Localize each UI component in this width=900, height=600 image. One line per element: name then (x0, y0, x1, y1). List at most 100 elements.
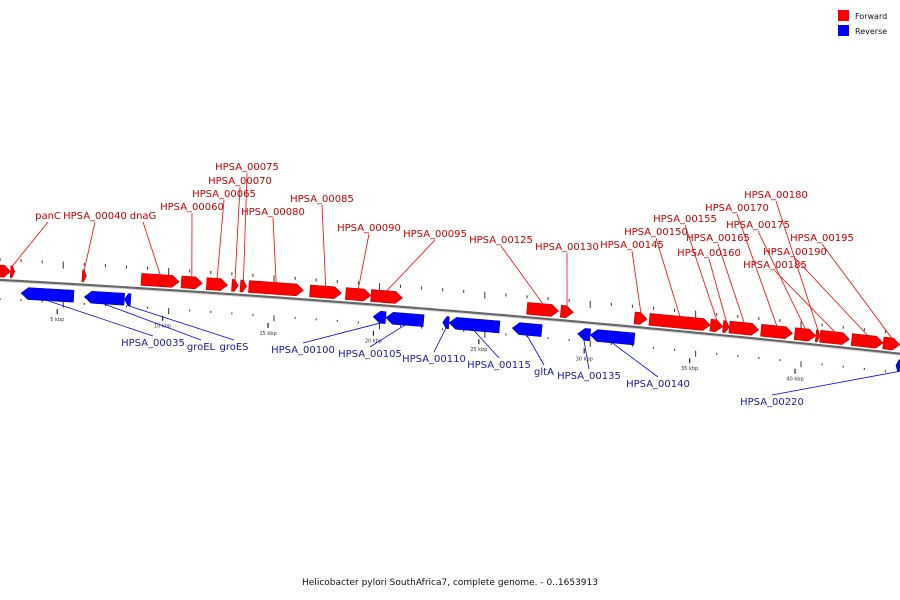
gene-arrow-unnamed[interactable] (0, 264, 11, 278)
gene-arrow-groel[interactable] (83, 291, 125, 306)
gene-arrow-hpsa_00060[interactable] (180, 275, 203, 290)
gene-label[interactable]: HPSA_00100 (271, 345, 335, 356)
gene-label[interactable]: HPSA_00110 (402, 354, 466, 365)
leader-line (369, 324, 405, 348)
gene-label[interactable]: HPSA_00040 (63, 211, 127, 222)
label-leader-lines (12, 172, 899, 396)
gene-arrow-groes[interactable] (124, 293, 132, 306)
gene-arrow-hpsa_00115[interactable] (448, 317, 501, 334)
gene-label[interactable]: HPSA_00070 (208, 176, 272, 187)
leader-line (708, 258, 727, 321)
gene-label[interactable]: HPSA_00140 (626, 379, 690, 390)
gene-label[interactable]: HPSA_00060 (160, 202, 224, 213)
gene-label[interactable]: HPSA_00195 (790, 233, 854, 244)
gene-label[interactable]: HPSA_00135 (557, 371, 621, 382)
gene-label[interactable]: HPSA_00090 (337, 223, 401, 234)
scale-ticks: 5 kbp 10 kbp 15 kbp 20 kbp 25 kbp 30 kbp 35 kb… (0, 258, 886, 383)
gene-arrow-hpsa_00180[interactable] (814, 329, 821, 343)
gene-label[interactable]: HPSA_00175 (726, 220, 790, 231)
gene-arrow-hpsa_00140[interactable] (589, 329, 636, 346)
gene-arrow-hpsa_00150[interactable] (648, 313, 711, 331)
gene-arrow-hpsa_00070[interactable] (231, 279, 239, 292)
gene-arrow-hpsa_00165[interactable] (728, 320, 760, 336)
gene-arrow-hpsa_00160[interactable] (722, 320, 730, 333)
gene-arrow-hpsa_00195[interactable] (882, 336, 900, 351)
gene-arrow-hpsa_00065[interactable] (205, 277, 229, 291)
gene-arrow-hpsa_00090[interactable] (345, 287, 372, 302)
gene-arrow-hpsa_00175[interactable] (793, 327, 817, 342)
gene-label[interactable]: HPSA_00115 (467, 360, 531, 371)
leader-line (736, 213, 778, 326)
gene-label[interactable]: HPSA_00075 (215, 162, 279, 173)
gene-features (0, 264, 900, 373)
leader-line (142, 221, 161, 275)
gene-label[interactable]: HPSA_00095 (403, 229, 467, 240)
gene-arrow-panc[interactable] (9, 265, 16, 278)
leader-line (500, 245, 544, 304)
gene-arrow-hpsa_00155[interactable] (709, 318, 724, 332)
gene-label[interactable]: HPSA_00165 (686, 233, 750, 244)
gene-label[interactable]: gltA (534, 367, 554, 378)
gene-label[interactable]: groEL (187, 342, 216, 353)
scale-tick-label: 40 kbp (786, 377, 803, 383)
leader-line (684, 224, 718, 320)
gene-arrow-hpsa_00125[interactable] (526, 302, 560, 317)
gene-arrow-hpsa_00105[interactable] (385, 311, 425, 327)
leader-line (771, 371, 899, 396)
gene-arrow-hpsa_00075[interactable] (239, 279, 247, 293)
gene-label[interactable]: HPSA_00160 (677, 248, 741, 259)
gene-arrow-hpsa_00185[interactable] (819, 330, 850, 345)
gene-arrow-dnag[interactable] (140, 273, 180, 288)
gene-label[interactable]: panC (35, 211, 61, 222)
gene-label[interactable]: HPSA_00105 (338, 349, 402, 360)
gene-label[interactable]: HPSA_00065 (192, 189, 256, 200)
gene-label[interactable]: HPSA_00035 (121, 338, 185, 349)
gene-label[interactable]: HPSA_00125 (469, 235, 533, 246)
leader-line (47, 300, 154, 337)
gene-label[interactable]: HPSA_00150 (624, 227, 688, 238)
gene-arrow-hpsa_00040[interactable] (81, 269, 87, 283)
gene-arrow-hpsa_00190[interactable] (850, 333, 884, 349)
gene-label[interactable]: groES (219, 342, 248, 353)
gene-arrow-hpsa_00035[interactable] (20, 287, 75, 303)
backbone-line (0, 278, 900, 355)
leader-line (526, 335, 545, 366)
leader-line (12, 221, 49, 266)
gene-label[interactable]: HPSA_00185 (743, 260, 807, 271)
scale-tick-label: 5 kbp (50, 317, 64, 323)
gene-arrow-hpsa_00100[interactable] (372, 311, 387, 324)
gene-label[interactable]: HPSA_00220 (740, 397, 804, 408)
gene-label[interactable]: HPSA_00085 (290, 194, 354, 205)
scale-tick-label: 30 kbp (576, 356, 593, 362)
gene-arrow-glta[interactable] (511, 322, 543, 337)
gene-arrow-hpsa_00145[interactable] (633, 311, 648, 325)
legend-label-forward: Forward (855, 12, 887, 21)
backbone-shadow (0, 280, 900, 356)
gene-arrow-hpsa_00220[interactable] (895, 359, 900, 373)
gene-arrow-hpsa_00080[interactable] (248, 280, 304, 297)
leader-line (474, 330, 500, 359)
gene-label[interactable]: HPSA_00190 (763, 247, 827, 258)
scale-tick-label: 35 kbp (681, 366, 698, 372)
leader-line (757, 230, 806, 329)
gene-arrow-hpsa_00130[interactable] (559, 305, 574, 319)
gene-label[interactable]: HPSA_00155 (653, 214, 717, 225)
gene-label[interactable]: HPSA_00145 (600, 240, 664, 251)
gene-label[interactable]: HPSA_00180 (744, 190, 808, 201)
legend-swatch-forward (838, 10, 849, 21)
gene-label[interactable]: HPSA_00080 (241, 207, 305, 218)
leader-line (321, 204, 327, 287)
gene-label[interactable]: HPSA_00170 (705, 203, 769, 214)
leader-line (216, 199, 225, 279)
gene-arrow-hpsa_00095[interactable] (370, 289, 403, 304)
genome-caption: Helicobacter pylori SouthAfrica7, comple… (302, 578, 598, 588)
gene-arrow-hpsa_00135[interactable] (577, 328, 592, 342)
gene-label[interactable]: dnaG (130, 211, 157, 222)
gene-arrow-hpsa_00110[interactable] (442, 316, 450, 329)
gene-arrow-hpsa_00170[interactable] (760, 323, 793, 339)
gene-label[interactable]: HPSA_00130 (535, 242, 599, 253)
leader-line (717, 243, 745, 323)
gene-arrow-hpsa_00085[interactable] (309, 284, 342, 299)
